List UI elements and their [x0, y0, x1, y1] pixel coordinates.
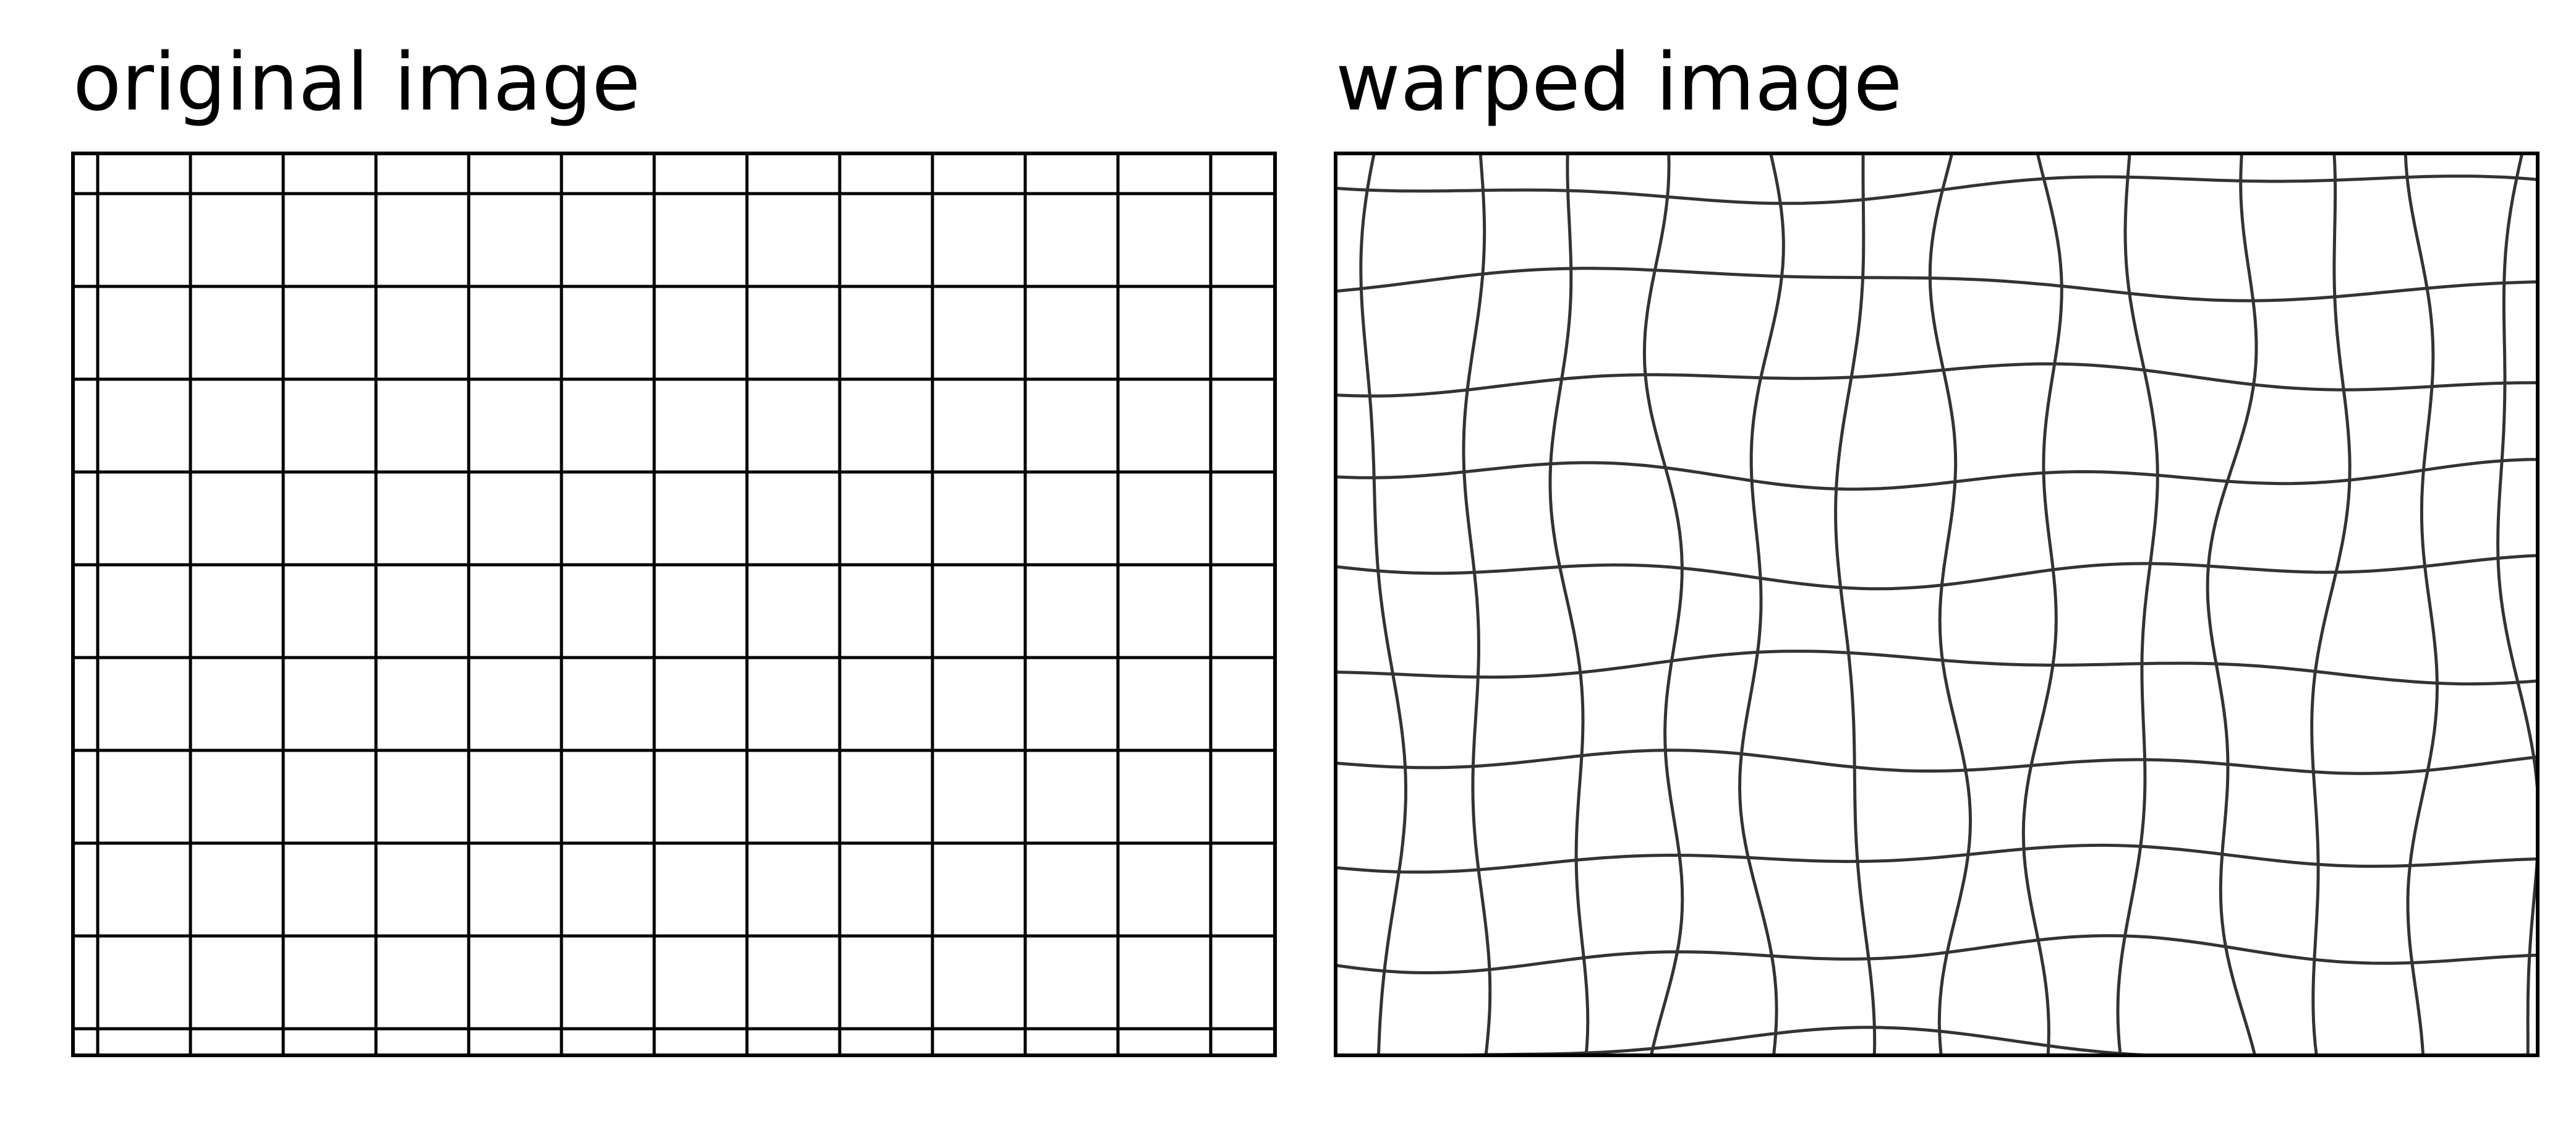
- warped-vertical-grid-line: [2403, 153, 2439, 1055]
- warped-horizontal-grid-line: [1336, 554, 2538, 591]
- warped-image-title: warped image: [1336, 36, 1903, 129]
- warped-image-panel: [1334, 152, 2540, 1057]
- warped-vertical-grid-line: [1462, 153, 1492, 1055]
- warped-horizontal-grid-line: [1336, 650, 2538, 686]
- warped-vertical-grid-line: [2496, 153, 2538, 1055]
- original-image-panel: [71, 152, 1277, 1057]
- warped-horizontal-grid-line: [1336, 934, 2538, 974]
- warped-vertical-grid-line: [1642, 153, 1684, 1055]
- original-image-title: original image: [73, 36, 641, 129]
- warped-vertical-grid-line: [2116, 153, 2159, 1055]
- warped-vertical-grid-line: [1359, 153, 1407, 1055]
- warped-vertical-grid-line: [1548, 153, 1590, 1055]
- warped-vertical-grid-line: [1928, 153, 1973, 1055]
- warped-vertical-grid-line: [1834, 153, 1877, 1055]
- warped-horizontal-grid-line: [1336, 174, 2538, 205]
- warped-horizontal-grid-line: [1417, 1026, 2210, 1055]
- warped-vertical-grid-line: [2310, 153, 2352, 1055]
- warped-horizontal-grid-line: [1336, 843, 2538, 874]
- warped-image-frame: [1334, 152, 2540, 1057]
- warped-horizontal-grid-line: [1336, 749, 2538, 775]
- warped-vertical-grid-line: [1738, 153, 1785, 1055]
- warped-vertical-grid-line: [2206, 153, 2258, 1055]
- warped-horizontal-grid-line: [1336, 458, 2538, 491]
- original-image-frame: [71, 152, 1277, 1057]
- warped-vertical-grid-line: [2021, 153, 2063, 1055]
- warped-horizontal-grid-line: [1336, 267, 2538, 302]
- warped-horizontal-grid-line: [1336, 362, 2538, 398]
